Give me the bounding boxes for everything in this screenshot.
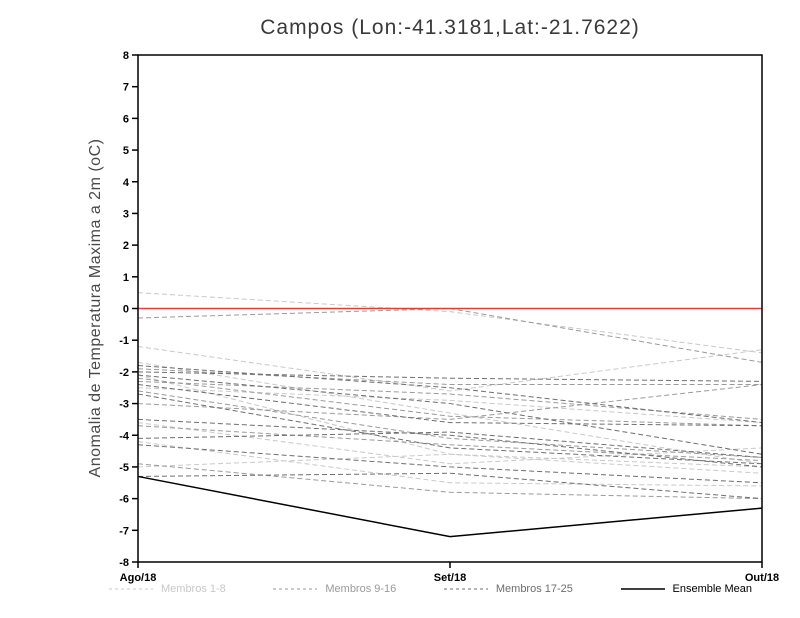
y-tick-label: -3 — [119, 399, 129, 411]
ensemble-member-line — [137, 368, 762, 386]
ensemble-member-line — [137, 374, 763, 468]
ensemble-member-line — [137, 365, 763, 424]
y-tick-label: 2 — [123, 240, 129, 252]
ensemble-member-line — [137, 387, 763, 424]
x-tick-label: Out/18 — [745, 572, 779, 584]
y-tick-label: -5 — [119, 462, 129, 474]
legend-label: Membros 9-16 — [325, 583, 397, 595]
ensemble-member-line — [137, 453, 763, 474]
ensemble-member-line — [137, 418, 763, 468]
legend-label: Ensemble Mean — [672, 583, 753, 595]
y-tick-label: 3 — [123, 208, 129, 220]
ensemble-mean-line — [137, 475, 763, 538]
ensemble-member-line — [137, 377, 763, 427]
y-tick-label: 4 — [123, 177, 130, 189]
ensemble-member-line — [137, 346, 763, 392]
ensemble-member-line — [137, 374, 763, 455]
y-tick-label: -8 — [119, 557, 129, 569]
ensemble-member-line — [137, 384, 763, 427]
ensemble-member-line — [137, 361, 763, 465]
y-tick-label: 5 — [123, 145, 129, 157]
legend-item-membros-9-16: Membros 9-16 — [272, 583, 396, 595]
ensemble-member-line — [137, 463, 763, 500]
y-tick-label: 6 — [123, 113, 129, 125]
y-tick-label: -1 — [119, 335, 129, 347]
chart-legend: Membros 1-8 Membros 9-16 Membros 17-25 E… — [108, 583, 752, 595]
ensemble-member-line — [137, 292, 763, 354]
chart-title: Campos (Lon:-41.3181,Lat:-21.7622) — [260, 16, 640, 39]
legend-line-sample-icon — [109, 588, 153, 590]
legend-item-membros-1-8: Membros 1-8 — [108, 583, 226, 595]
legend-line-sample-icon — [620, 588, 665, 590]
ensemble-member-line — [137, 425, 763, 462]
y-tick-label: 8 — [123, 50, 129, 62]
legend-line-sample-icon — [273, 588, 318, 590]
y-tick-label: 7 — [123, 82, 129, 94]
ensemble-member-line — [137, 307, 763, 363]
ensemble-member-line — [137, 384, 763, 420]
legend-item-membros-17-25: Membros 17-25 — [443, 583, 573, 595]
legend-item-ensemble-mean: Ensemble Mean — [620, 583, 753, 595]
y-tick-label: -4 — [119, 430, 130, 442]
ensemble-member-line — [137, 390, 763, 458]
y-tick-label: -6 — [119, 494, 129, 506]
ensemble-member-line — [137, 441, 763, 487]
ensemble-member-line — [137, 393, 763, 465]
x-tick-label: Ago/18 — [120, 572, 157, 584]
y-tick-label: 1 — [123, 272, 129, 284]
x-tick-label: Set/18 — [434, 572, 466, 584]
legend-line-sample-icon — [443, 588, 488, 590]
ensemble-member-line — [137, 444, 763, 484]
legend-label: Membros 1-8 — [161, 583, 226, 595]
ensemble-member-line — [137, 472, 763, 500]
ensemble-member-line — [137, 431, 763, 458]
legend-label: Membros 17-25 — [495, 583, 573, 595]
ensemble-member-line — [137, 371, 763, 382]
y-tick-label: -2 — [119, 367, 129, 379]
y-tick-label: -7 — [119, 525, 129, 537]
y-tick-label: 0 — [123, 304, 129, 316]
